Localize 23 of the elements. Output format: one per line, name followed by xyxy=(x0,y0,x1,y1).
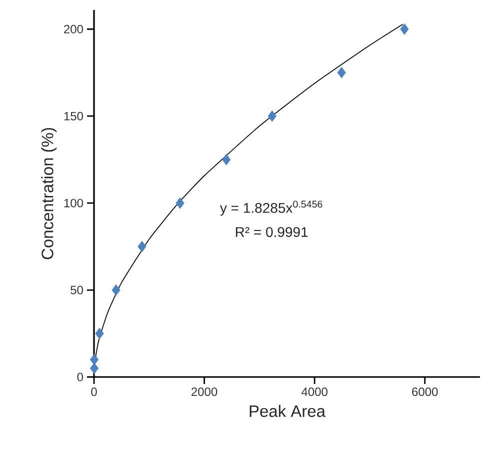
point xyxy=(112,284,120,296)
point xyxy=(138,240,146,252)
point xyxy=(95,328,104,340)
point xyxy=(90,362,99,374)
point xyxy=(268,110,276,122)
y-tick-label: 50 xyxy=(70,286,84,294)
x-tick-label: 0 xyxy=(91,388,97,396)
x-tick-label: 2000 xyxy=(192,388,218,396)
point xyxy=(90,354,99,366)
y-tick-label: 0 xyxy=(77,372,84,382)
y-tick-label: 100 xyxy=(64,198,84,208)
point xyxy=(337,66,346,78)
y-tick-label: 150 xyxy=(64,112,84,120)
y-tick-label: 200 xyxy=(64,24,84,34)
x-tick-label: 4000 xyxy=(302,388,328,396)
annotation: R² = 0.9991 xyxy=(236,227,308,237)
x-tick-label: 6000 xyxy=(412,388,438,396)
y-axis-title: Concentration (%) xyxy=(41,128,57,260)
x-axis-title: Peak Area xyxy=(250,404,326,418)
point xyxy=(400,23,409,35)
point xyxy=(222,154,231,166)
annotation: y = 1.8285x$^{0.5456}$ xyxy=(220,200,322,216)
point xyxy=(176,197,184,209)
